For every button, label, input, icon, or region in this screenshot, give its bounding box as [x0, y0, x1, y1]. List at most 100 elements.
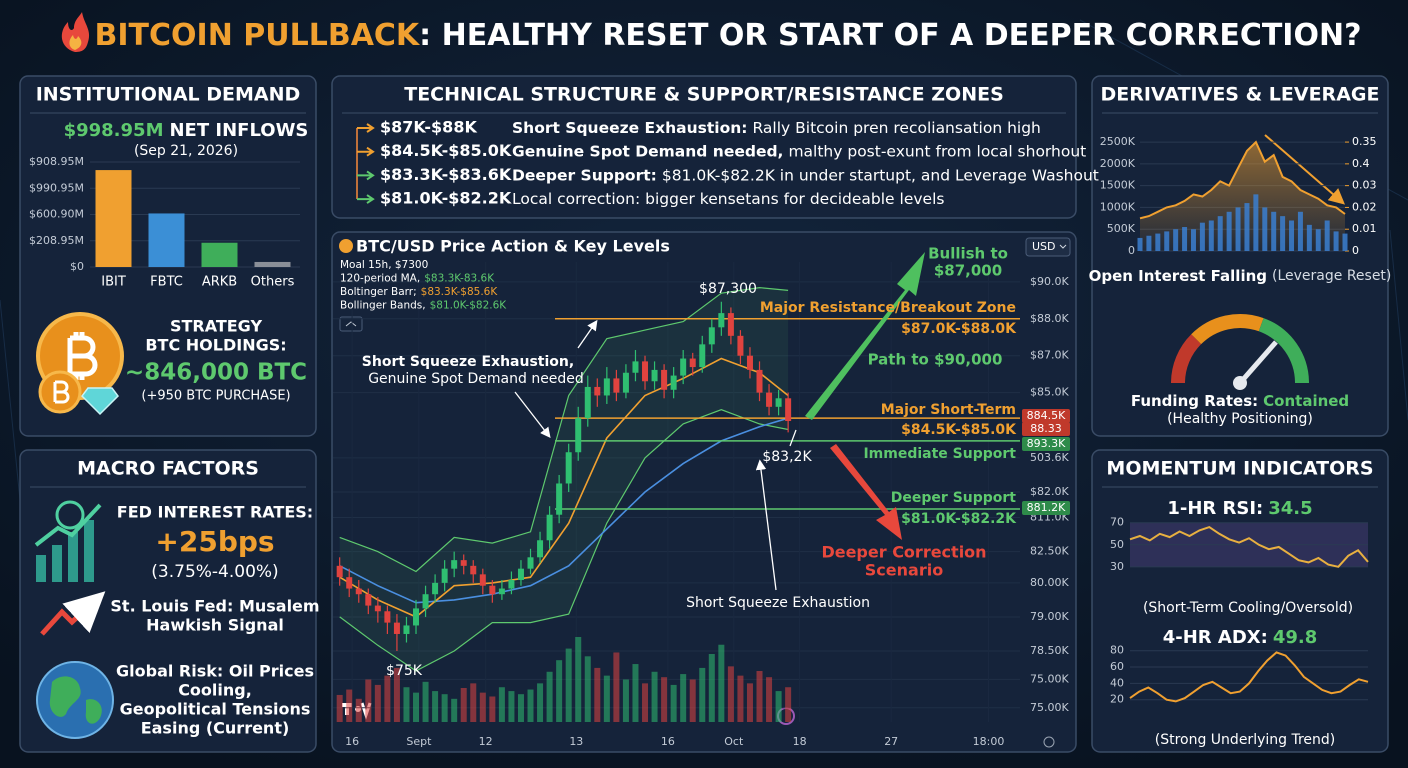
- zone-rest: malthy post-exunt from local shorhout: [788, 142, 1086, 160]
- funding-label: Funding Rates:: [1131, 392, 1258, 410]
- price-annotation: Bullish to: [928, 245, 1008, 263]
- x-tick-label: 18:00: [973, 735, 1005, 748]
- adx-value: 49.8: [1273, 627, 1317, 648]
- x-tick-label: IBIT: [101, 275, 126, 290]
- volume-bar: [708, 654, 715, 722]
- y-tick-label: 50: [1110, 538, 1124, 551]
- candle-body: [451, 560, 458, 569]
- volume-bar: [413, 692, 420, 722]
- zone-range: $84.5K-$85.0K: [380, 141, 512, 160]
- volume-bar: [422, 681, 429, 722]
- price-annotation: Scenario: [865, 561, 943, 580]
- candle-body: [632, 361, 639, 373]
- fed-value: +25bps: [155, 525, 274, 558]
- btc-icon: [339, 239, 353, 253]
- rsi-caption: (Short-Term Cooling/Oversold): [1143, 600, 1353, 616]
- candle-body: [565, 452, 572, 484]
- x-tick-label: 16: [345, 735, 359, 748]
- oi-bar: [1137, 237, 1143, 251]
- volume-bar: [451, 698, 458, 722]
- panel-title: INSTITUTIONAL DEMAND: [36, 84, 301, 106]
- inflow-headline: $998.95M NET INFLOWS: [64, 120, 309, 141]
- x-tick-label: 16: [661, 735, 675, 748]
- inflow-value: $998.95M: [64, 120, 164, 141]
- bar: [148, 213, 185, 267]
- price-annotation: $81.0K-$82.2K: [901, 511, 1017, 527]
- y-tick-label: $85.0K: [1030, 386, 1069, 399]
- y-tick-label: 80.00K: [1030, 576, 1069, 589]
- annotation-arrows: [514, 252, 925, 591]
- zone-description: Local correction: bigger kensetans for d…: [512, 190, 944, 208]
- candle-body: [489, 585, 496, 595]
- legend-range: $83.3K-83.6K: [424, 273, 495, 285]
- panel-title: DERIVATIVES & LEVERAGE: [1101, 84, 1380, 106]
- oi-bar: [1262, 207, 1268, 251]
- rates-chart-icon: [34, 500, 102, 582]
- legend-entry: 120-period MA, $83.3K-83.6K: [340, 273, 495, 285]
- candle-body: [785, 398, 792, 422]
- volume-bar: [632, 664, 639, 722]
- rsi-value: 34.5: [1268, 498, 1312, 519]
- volume-bar: [336, 694, 343, 722]
- volume-bar: [718, 644, 725, 722]
- candle-body: [336, 565, 343, 578]
- candle-body: [766, 392, 773, 407]
- price-tag-label: 881.2K: [1027, 501, 1066, 514]
- collapse-button[interactable]: [339, 316, 363, 332]
- oi-bar: [1208, 220, 1214, 251]
- panel-title: MOMENTUM INDICATORS: [1106, 458, 1373, 480]
- legend-text: Moal 15h, $7300: [340, 259, 428, 271]
- volume-bar: [661, 677, 668, 722]
- oi-bar: [1315, 229, 1321, 251]
- legend-range: $83.3K-$85.6K: [421, 286, 499, 298]
- candle-body: [470, 565, 477, 575]
- candle-body: [498, 588, 505, 595]
- price-annotation: $87.0K-$88.0K: [901, 321, 1017, 337]
- bollinger-band: [339, 409, 789, 672]
- dropdown-caret: [1059, 244, 1067, 249]
- candle-body: [575, 418, 582, 453]
- volume-bar: [374, 684, 381, 722]
- currency-select[interactable]: [1025, 237, 1071, 257]
- price-tag-label: 88.33: [1030, 422, 1062, 435]
- panel-title: MACRO FACTORS: [77, 458, 259, 480]
- candle-body: [355, 588, 362, 595]
- price-tag: [1022, 409, 1070, 423]
- legend-range: $81.0K-$82.6K: [430, 300, 508, 312]
- x-tick-label: Sept: [406, 735, 432, 748]
- oi-bar: [1253, 194, 1259, 251]
- global-risk: Easing (Current): [141, 719, 290, 738]
- candle-body: [422, 594, 429, 609]
- volume-bar: [737, 675, 744, 722]
- fed-speaker: St. Louis Fed: Musalem: [110, 597, 319, 616]
- y-tick-label: $88.0K: [1030, 312, 1069, 325]
- bar: [201, 242, 238, 267]
- candle-body: [642, 361, 649, 382]
- volume-bar: [479, 692, 486, 722]
- legend-text: Bollinger Bands,: [340, 300, 426, 312]
- legend-text: 120-period MA,: [340, 273, 420, 285]
- volume-bar: [775, 691, 782, 722]
- global-risk: Geopolitical Tensions: [120, 700, 311, 719]
- candle-body: [775, 398, 782, 407]
- y-tick-label: 82.50K: [1030, 545, 1069, 558]
- currency-label[interactable]: USD: [1032, 240, 1056, 253]
- x-tick-label: 13: [569, 735, 583, 748]
- row-arrow: [357, 123, 375, 133]
- oi-caption: Open Interest Falling (Leverage Reset): [1089, 267, 1392, 285]
- legend-entry: Moal 15h, $7300: [340, 259, 428, 271]
- zone-description: Short Squeeze Exhaustion: Rally Bitcoin p…: [512, 119, 1041, 137]
- rsi-title: 1-HR RSI: 34.5: [1167, 498, 1312, 519]
- candle-body: [527, 557, 534, 569]
- volume-bar: [441, 694, 448, 722]
- price-annotation: $83,2K: [762, 449, 812, 465]
- y-tick-label: 503.6K: [1030, 451, 1069, 464]
- x-tick-label: ARKB: [202, 275, 237, 290]
- zone-rest: Rally Bitcoin pren recoliansation high: [753, 119, 1041, 137]
- volume-bar: [575, 637, 582, 722]
- volume-bar: [565, 648, 572, 722]
- oi-bar: [1324, 220, 1330, 251]
- trend-arrow: [1264, 134, 1346, 205]
- x-tick-label: 27: [884, 735, 898, 748]
